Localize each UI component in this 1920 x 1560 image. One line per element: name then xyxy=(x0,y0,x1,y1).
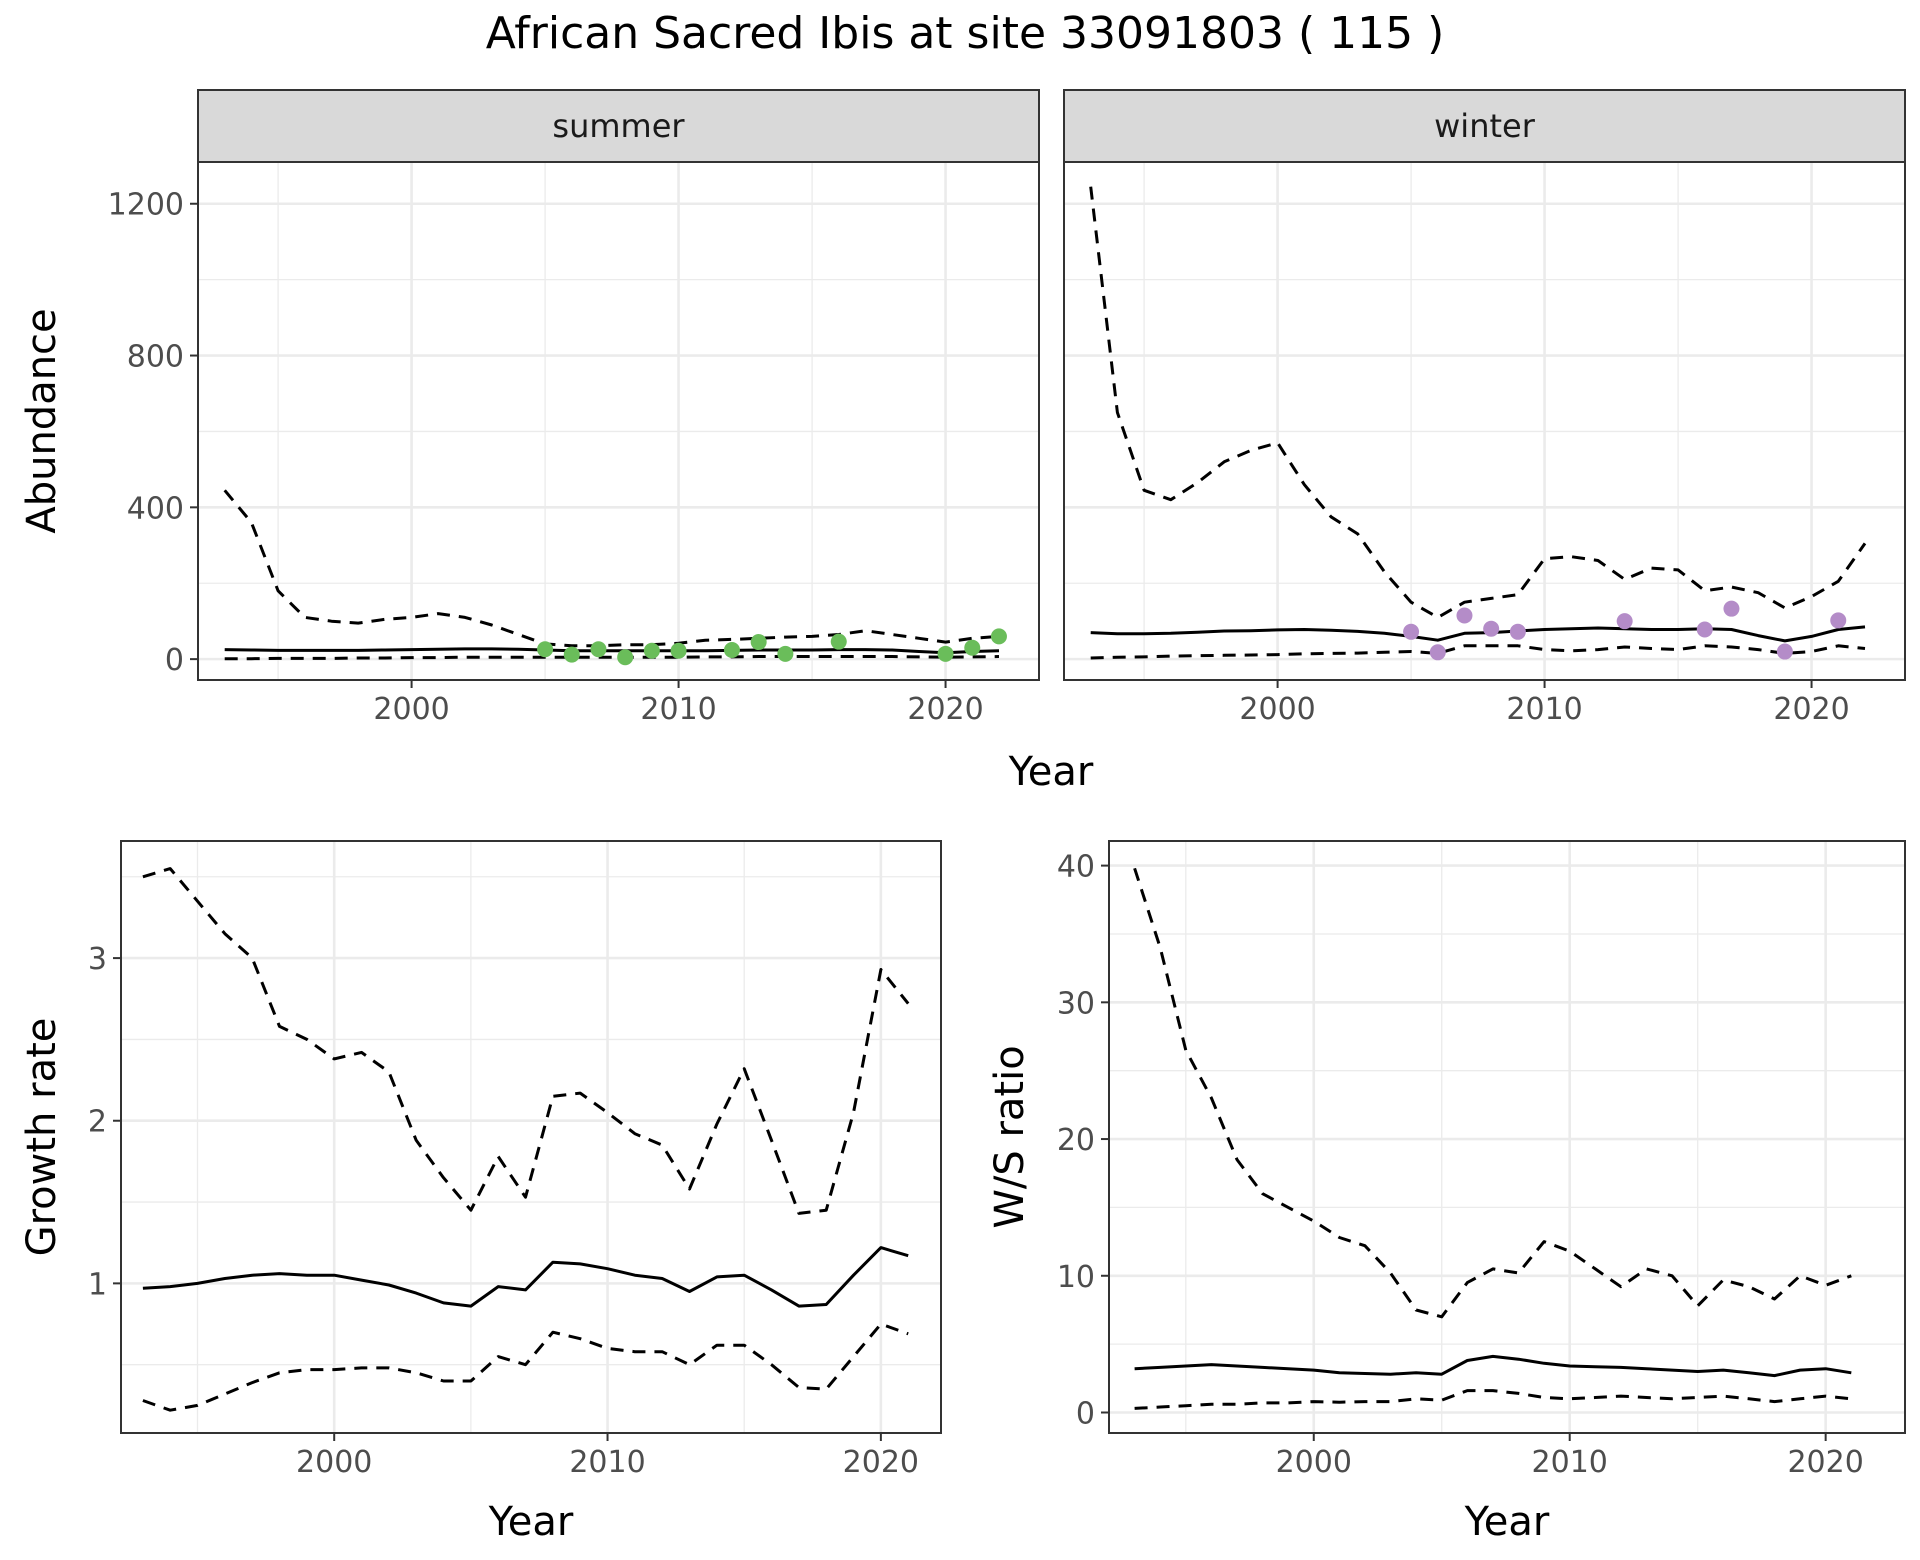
x-tick-label: 2000 xyxy=(373,692,449,727)
series-group xyxy=(1133,867,1852,1410)
panel-border xyxy=(1108,840,1906,1434)
mean-line xyxy=(224,647,1000,655)
y-tick-label: 40 xyxy=(1057,850,1095,885)
count-point xyxy=(1403,623,1420,640)
grid xyxy=(1109,841,1905,1433)
grid xyxy=(121,841,941,1433)
mean-line xyxy=(1134,1354,1852,1378)
facet-strip xyxy=(197,89,1040,163)
series-group xyxy=(223,489,1007,666)
count-point xyxy=(750,634,767,651)
x-tick-label: 2000 xyxy=(1239,692,1315,727)
mean-line xyxy=(1090,625,1866,643)
count-point xyxy=(1616,613,1633,630)
count-point xyxy=(537,641,554,658)
count-point xyxy=(1696,621,1713,638)
y-axis-label: Growth rate xyxy=(19,1018,65,1257)
x-axis-label: Year xyxy=(1008,749,1094,795)
y-tick-label: 1 xyxy=(88,1267,107,1302)
x-axis-label: Year xyxy=(488,1499,574,1545)
x-tick-label: 2020 xyxy=(1787,1445,1863,1480)
grid xyxy=(198,162,1039,680)
count-point xyxy=(1429,644,1446,661)
upper-bound-line xyxy=(142,867,910,1215)
count-point xyxy=(590,641,607,658)
y-tick-label: 1200 xyxy=(108,188,184,223)
x-tick-label: 2010 xyxy=(1506,692,1582,727)
count-point xyxy=(1483,620,1500,637)
facet-strip-label: summer xyxy=(552,107,685,145)
y-tick-label: 10 xyxy=(1057,1260,1095,1295)
lower-bound-line xyxy=(224,655,1000,661)
grid xyxy=(1064,162,1905,680)
count-point xyxy=(1509,623,1526,640)
count-point xyxy=(777,645,794,662)
y-tick-label: 800 xyxy=(127,340,184,375)
chart-title: African Sacred Ibis at site 33091803 ( 1… xyxy=(486,8,1444,59)
x-axis-label: Year xyxy=(1464,1499,1550,1545)
x-tick-label: 2010 xyxy=(640,692,716,727)
facet-winter: winter 2000 2010 2020 xyxy=(1063,89,1906,727)
y-tick-label: 400 xyxy=(127,491,184,526)
mean-line xyxy=(142,1246,909,1308)
y-tick-label: 20 xyxy=(1057,1123,1095,1158)
y-tick-label: 0 xyxy=(1076,1396,1095,1431)
upper-bound-line xyxy=(1133,867,1852,1319)
panel-border xyxy=(197,161,1040,681)
count-point xyxy=(830,633,847,650)
facet-summer: summer 2000 2010 2020 0 400 800 1200 xyxy=(108,89,1040,727)
count-point xyxy=(1776,643,1793,660)
x-tick-label: 2020 xyxy=(907,692,983,727)
count-point xyxy=(563,646,580,663)
panel-border xyxy=(1063,161,1906,681)
lower-bound-line xyxy=(142,1322,909,1412)
facet-strip-label: winter xyxy=(1434,107,1536,145)
count-point xyxy=(643,642,660,659)
upper-bound-line xyxy=(1089,186,1867,619)
count-point xyxy=(1830,612,1847,629)
series-group xyxy=(1089,186,1867,661)
ws-ratio-panel: 2000 2010 2020 0 10 20 30 40 Year W/S ratio xyxy=(987,840,1906,1545)
y-tick-label: 30 xyxy=(1057,986,1095,1021)
y-tick-label: 2 xyxy=(88,1105,107,1140)
lower-bound-line xyxy=(1134,1389,1852,1410)
panel-border xyxy=(120,840,942,1434)
x-tick-label: 2020 xyxy=(843,1445,919,1480)
x-tick-label: 2000 xyxy=(1276,1445,1352,1480)
count-point xyxy=(964,639,981,656)
x-tick-label: 2010 xyxy=(1532,1445,1608,1480)
lower-bound-line xyxy=(1090,644,1866,660)
count-point xyxy=(1456,607,1473,624)
y-axis-label: Abundance xyxy=(19,308,65,533)
series-group xyxy=(142,867,910,1412)
growth-rate-panel: 2000 2010 2020 1 2 3 Year Growth rate xyxy=(19,840,942,1545)
y-axis-label: W/S ratio xyxy=(987,1045,1033,1228)
count-point xyxy=(723,642,740,659)
count-point xyxy=(937,645,954,662)
count-point xyxy=(670,642,687,659)
y-tick-label: 3 xyxy=(88,942,107,977)
x-tick-label: 2020 xyxy=(1773,692,1849,727)
abundance-panel: summer 2000 2010 2020 0 400 800 1200 winter 2000 2… xyxy=(19,89,1906,795)
upper-bound-line xyxy=(223,489,1000,648)
count-point xyxy=(617,649,634,666)
x-tick-label: 2010 xyxy=(569,1445,645,1480)
count-point xyxy=(1723,600,1740,617)
x-tick-label: 2000 xyxy=(296,1445,372,1480)
count-point xyxy=(990,628,1007,645)
y-tick-label: 0 xyxy=(165,643,184,678)
